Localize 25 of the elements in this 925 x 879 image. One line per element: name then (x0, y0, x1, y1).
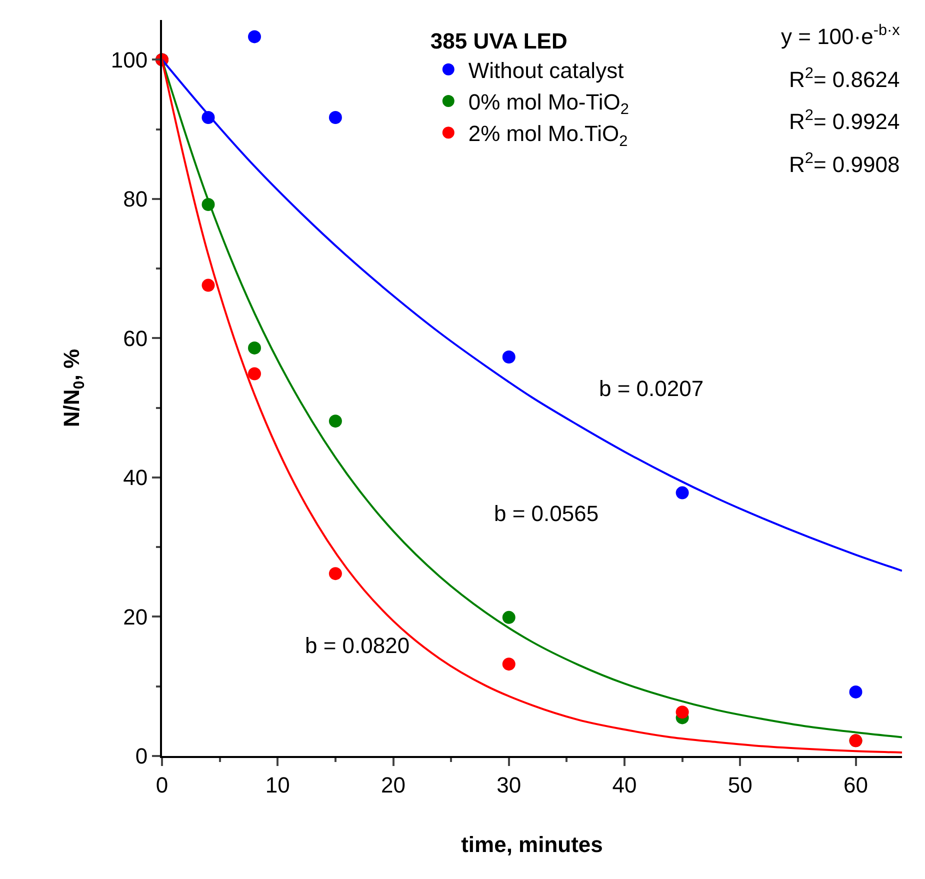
legend-label: Without catalyst (468, 58, 624, 83)
y-tick-label: 100 (110, 47, 148, 72)
annotation: y = 100·e$^{-b·x}$ (781, 22, 900, 50)
x-tick-label: 10 (265, 772, 290, 798)
x-tick-label: 20 (381, 772, 406, 798)
x-tick-label: 30 (496, 772, 522, 798)
y-tick-label: 20 (123, 604, 148, 630)
legend-label: 0% mol Mo-TiO$_{2}$ (468, 90, 629, 118)
annotation: b = 0.0207 (599, 376, 704, 401)
legend-label: 2% mol Mo.TiO$_{2}$ (468, 121, 628, 150)
y-tick-label: 60 (123, 326, 148, 351)
y-tick-label: 0 (135, 744, 148, 769)
legend-title: 385 UVA LED (430, 28, 568, 54)
x-axis-title: time, minutes (461, 832, 603, 857)
x-tick-label: 60 (844, 772, 868, 798)
annotation: b = 0.0565 (494, 501, 599, 526)
x-tick-label: 50 (728, 772, 752, 798)
y-tick-label: 40 (123, 465, 148, 490)
x-tick-label: 0 (156, 772, 168, 798)
y-tick-label: 80 (123, 186, 148, 212)
x-tick-label: 40 (612, 772, 637, 798)
annotation: R$^{2}$= 0.9924 (789, 107, 900, 134)
annotation: R$^{2}$= 0.8624 (789, 65, 900, 92)
annotation: R$^{2}$= 0.9908 (789, 150, 900, 178)
annotation: b = 0.0820 (305, 633, 410, 658)
